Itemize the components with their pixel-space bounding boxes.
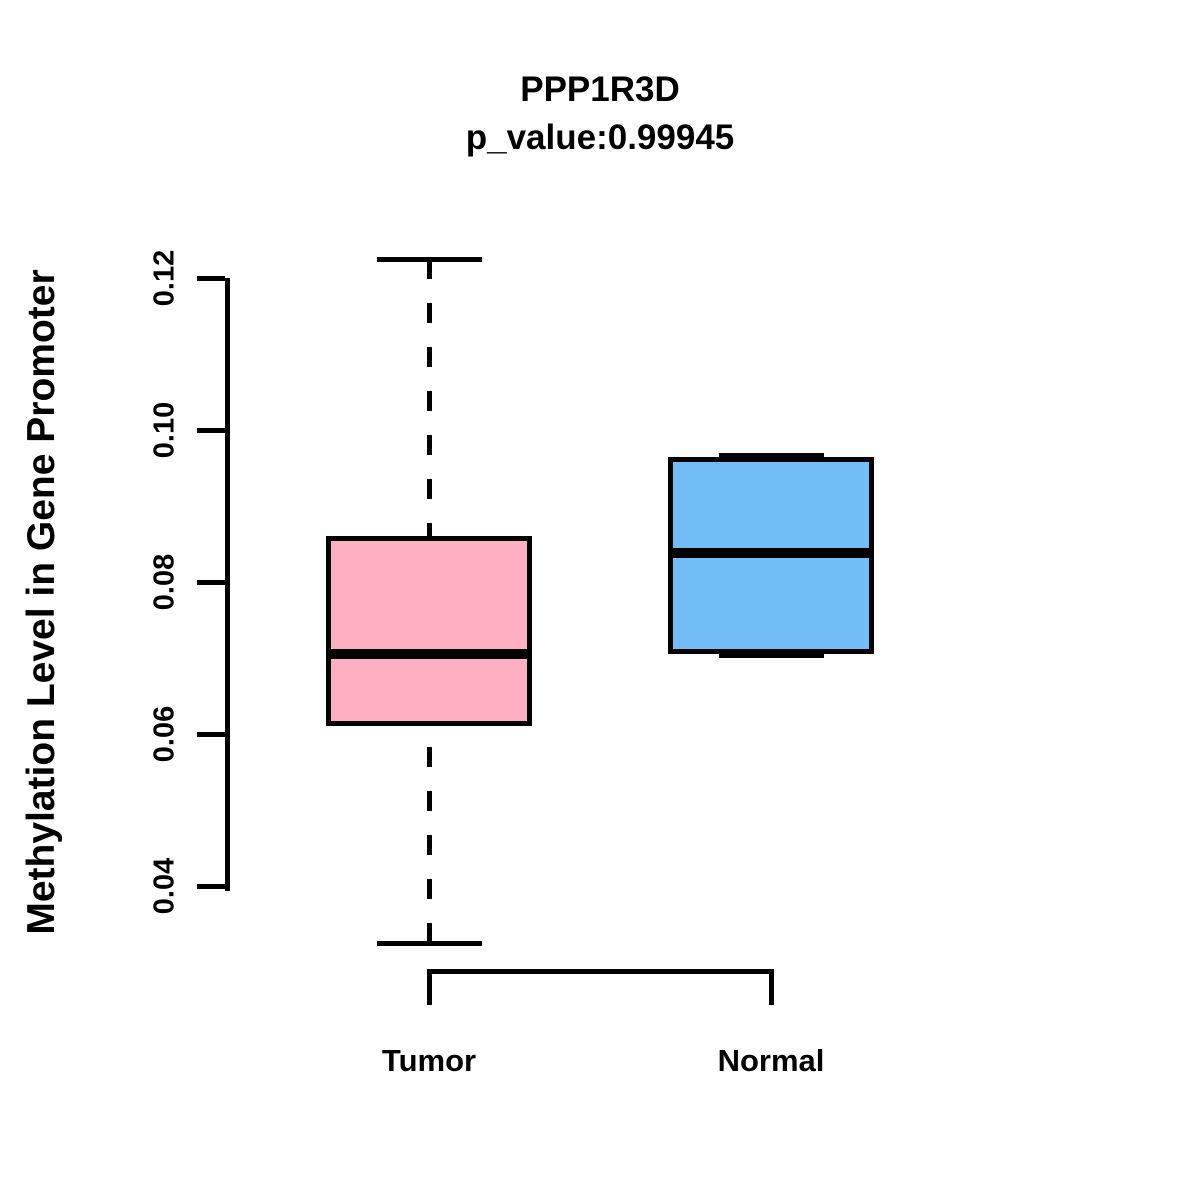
x-axis-tick-tumor bbox=[426, 974, 432, 1005]
upper-whisker-tumor bbox=[426, 259, 432, 537]
y-axis-tick-label: 0.04 bbox=[148, 857, 181, 915]
y-axis-tick-label: 0.08 bbox=[148, 553, 181, 611]
lower-whisker-tumor bbox=[426, 726, 432, 943]
median-line-tumor bbox=[326, 649, 532, 660]
y-axis-tick-label: 0.06 bbox=[148, 705, 181, 763]
y-axis-tick-label: 0.12 bbox=[148, 249, 181, 307]
median-line-normal bbox=[668, 548, 874, 559]
chart-subtitle-pvalue: p_value:0.99945 bbox=[465, 118, 735, 157]
lower-whisker-cap-tumor bbox=[376, 940, 482, 946]
y-axis-tick bbox=[197, 883, 225, 889]
y-axis-line bbox=[225, 278, 230, 891]
x-axis-label-tumor: Tumor bbox=[381, 1043, 477, 1078]
upper-whisker-cap-tumor bbox=[376, 256, 482, 262]
y-axis-tick bbox=[197, 275, 225, 281]
y-axis-tick bbox=[197, 579, 225, 585]
x-axis-line bbox=[426, 969, 774, 974]
x-axis-tick-normal bbox=[768, 974, 774, 1005]
y-axis-title: Methylation Level in Gene Promoter bbox=[20, 269, 63, 935]
x-axis-label-normal: Normal bbox=[717, 1043, 825, 1078]
box-tumor bbox=[326, 536, 532, 727]
y-axis-tick bbox=[197, 731, 225, 737]
chart-title: PPP1R3D bbox=[520, 70, 680, 109]
y-axis-tick bbox=[197, 427, 225, 433]
y-axis-tick-label: 0.10 bbox=[148, 401, 181, 459]
lower-whisker-cap-normal bbox=[718, 650, 824, 658]
